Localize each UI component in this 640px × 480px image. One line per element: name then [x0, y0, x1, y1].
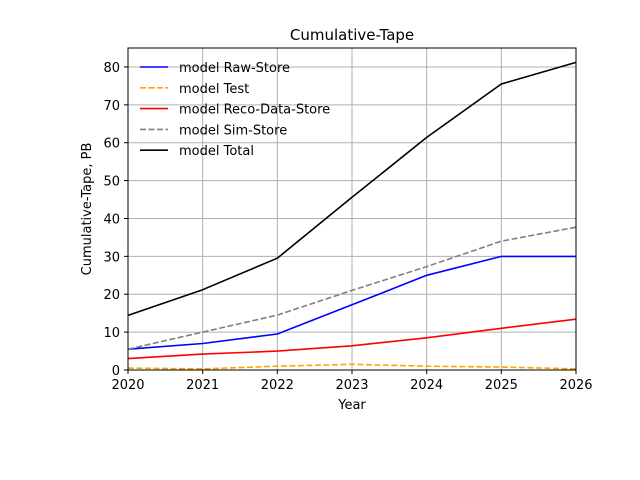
- y-tick-label: 10: [103, 326, 120, 341]
- chart-title: Cumulative-Tape: [290, 26, 414, 44]
- x-tick-label: 2023: [335, 378, 368, 393]
- series-line-2: [127, 318, 577, 360]
- y-tick-label: 80: [103, 61, 120, 76]
- legend-label-1: model Test: [179, 82, 249, 97]
- x-tick-label: 2025: [485, 378, 518, 393]
- series-line-3: [127, 226, 577, 350]
- series-line-0: [127, 255, 576, 350]
- plot-series: [127, 61, 577, 370]
- axis-ticks: 2020 2021 2022 2023 2024 2025 2026 0 10 20 30 40 50 6…: [103, 61, 592, 393]
- legend-label-4: model Total: [179, 144, 254, 159]
- x-axis-label: Year: [337, 398, 366, 413]
- y-tick-label: 50: [103, 175, 120, 190]
- x-tick-label: 2020: [111, 378, 144, 393]
- x-tick-label: 2022: [261, 378, 294, 393]
- y-tick-label: 70: [103, 99, 120, 114]
- series-line-4: [127, 61, 577, 317]
- y-axis-label: Cumulative-Tape, PB: [80, 143, 95, 276]
- y-tick-label: 0: [112, 364, 120, 379]
- legend: model Raw-Store model Test model Reco-Data…: [140, 61, 330, 159]
- x-tick-label: 2024: [410, 378, 443, 393]
- y-tick-label: 20: [103, 288, 120, 303]
- series-line-1: [127, 363, 577, 370]
- y-tick-label: 30: [103, 250, 120, 265]
- y-tick-label: 40: [103, 212, 120, 227]
- legend-label-2: model Reco-Data-Store: [179, 103, 330, 118]
- x-tick-label: 2026: [559, 378, 592, 393]
- legend-label-0: model Raw-Store: [179, 61, 290, 76]
- legend-label-3: model Sim-Store: [179, 123, 287, 138]
- y-tick-label: 60: [103, 137, 120, 152]
- x-tick-label: 2021: [186, 378, 219, 393]
